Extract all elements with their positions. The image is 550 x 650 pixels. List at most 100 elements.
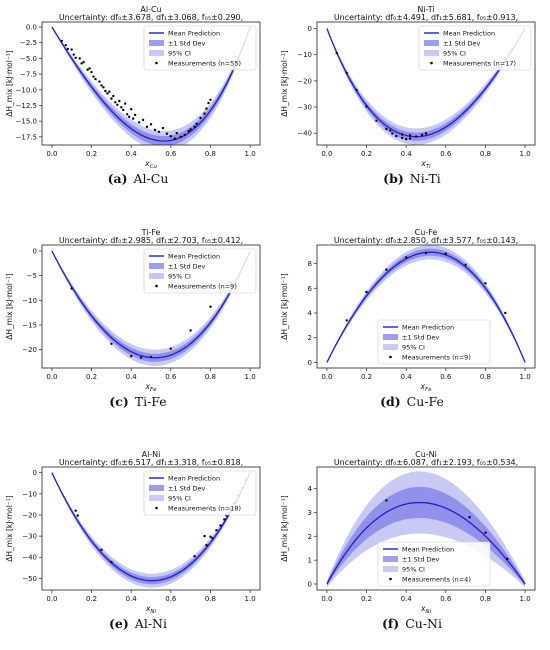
legend-entry: Measurements (n=4): [402, 575, 471, 583]
x-tick-label: 0.4: [126, 373, 138, 381]
legend-swatch-std: [383, 334, 398, 340]
measurement-point: [124, 102, 127, 105]
plot-frame: [41, 244, 261, 369]
legend-swatch-measurement: [155, 61, 158, 65]
ci-band: [51, 26, 251, 145]
y-tick-label: −15.0: [16, 118, 37, 126]
measurement-point: [86, 68, 89, 71]
legend-entry: ±1 Std Dev: [402, 333, 440, 341]
measurement-point: [506, 557, 509, 561]
x-tick-label: 0.0: [46, 595, 57, 603]
y-tick-label: −10: [22, 490, 37, 498]
measurement-point: [355, 88, 358, 92]
measurement-point: [195, 122, 198, 125]
legend-swatch-ci: [149, 495, 164, 501]
measurement-point: [345, 319, 348, 322]
measurement-point: [385, 127, 388, 131]
measurement-point: [504, 311, 507, 315]
measurement-point: [100, 84, 103, 87]
y-tick-label: 0: [308, 359, 312, 367]
measurement-point: [173, 137, 176, 140]
legend: Mean Prediction ±1 Std Dev 95% CI Measureme…: [143, 248, 257, 294]
measurement-point: [420, 133, 424, 136]
y-axis-label: ΔH_mix [kJ·mol⁻¹]: [5, 50, 14, 117]
x-tick-label: 0.0: [46, 373, 57, 381]
measurement-point: [223, 518, 226, 521]
panel-subtitle: Uncertainty: df₀±3.678, df₁±3.068, f₀₅±0…: [59, 13, 243, 22]
x-axis-label: xNi: [420, 604, 432, 615]
y-tick-label: 4: [308, 485, 313, 493]
y-tick-label: −2.5: [20, 39, 37, 47]
legend-box: [143, 470, 257, 516]
legend-box: [143, 25, 257, 71]
measurement-point: [193, 555, 196, 558]
panel-title: Al-Cu: [140, 5, 161, 14]
y-tick-label: 8: [308, 260, 312, 268]
measurement-point: [484, 531, 487, 534]
legend: Mean Prediction ±1 Std Dev 95% CI Measureme…: [377, 541, 491, 587]
x-tick-label: 1.0: [520, 373, 531, 381]
panel-title: Al-Ni: [142, 450, 161, 459]
measurement-point: [133, 113, 137, 117]
y-tick-label: 0.0: [26, 24, 37, 32]
measurement-point: [110, 342, 113, 345]
measurement-point: [219, 524, 222, 527]
panel-title: Ni-Ti: [417, 5, 434, 14]
x-tick-label: 0.4: [401, 150, 413, 158]
measurement-point: [120, 106, 123, 109]
panel-subtitle: Uncertainty: df₀±4.491, df₁±5.681, f₀₅±0…: [334, 13, 518, 22]
y-tick-label: 6: [308, 285, 313, 293]
measurement-point: [82, 61, 85, 64]
legend-entry: Mean Prediction: [168, 474, 220, 482]
measurement-point: [183, 133, 186, 137]
plot-frame: [316, 21, 536, 146]
legend-entry: 95% CI: [402, 565, 425, 573]
legend-entry: ±1 Std Dev: [168, 262, 206, 270]
measurement-point: [157, 130, 161, 133]
x-tick-label: 0.2: [86, 150, 97, 158]
measurement-point: [203, 112, 206, 115]
legend: Mean Prediction ±1 Std Dev 95% CI Measureme…: [377, 319, 491, 365]
measurement-point: [193, 125, 196, 128]
mean-prediction-line: [51, 26, 251, 142]
measurement-point: [405, 256, 408, 259]
measurement-point: [389, 129, 392, 132]
y-tick-label: 0: [308, 25, 312, 33]
measurement-point: [169, 347, 172, 350]
measurement-point: [78, 57, 81, 60]
measurement-point: [408, 134, 412, 137]
x-axis-label: xFe: [144, 382, 157, 393]
x-tick-label: 0.4: [401, 373, 413, 381]
plot-frame: [316, 244, 536, 369]
panel-caption: (c) Ti-Fe: [109, 394, 166, 409]
measurement-point: [165, 132, 169, 135]
y-axis-label: ΔH_mix [kJ·mol⁻¹]: [280, 495, 289, 562]
measurement-point: [102, 86, 105, 89]
y-axis-label: ΔH_mix [kJ·mol⁻¹]: [5, 273, 14, 340]
legend-swatch-std: [383, 556, 398, 562]
plot-frame: [41, 21, 261, 146]
y-tick-label: 0: [308, 581, 312, 589]
x-tick-label: 0.4: [126, 150, 138, 158]
measurement-point: [391, 132, 394, 135]
legend-entry: 95% CI: [443, 49, 466, 57]
measurement-point: [189, 128, 192, 131]
legend: Mean Prediction ±1 Std Dev 95% CI Measureme…: [143, 470, 257, 516]
panel-subtitle: Uncertainty: df₀±6.087, df₁±2.193, f₀₅±0…: [334, 458, 518, 467]
measurement-point: [153, 128, 157, 132]
legend-swatch-ci: [149, 50, 164, 56]
y-tick-label: −40: [297, 130, 312, 138]
legend-entry: Mean Prediction: [443, 29, 495, 37]
measurement-point: [141, 118, 145, 122]
legend-swatch-ci: [149, 273, 164, 279]
x-tick-label: 0.6: [165, 373, 177, 381]
measurement-point: [122, 108, 125, 112]
y-tick-label: 4: [308, 309, 313, 317]
measurement-point: [98, 80, 101, 83]
legend-swatch-measurement: [430, 61, 433, 65]
panel-title: Cu-Ni: [415, 450, 437, 459]
legend-entry: ±1 Std Dev: [402, 555, 440, 563]
